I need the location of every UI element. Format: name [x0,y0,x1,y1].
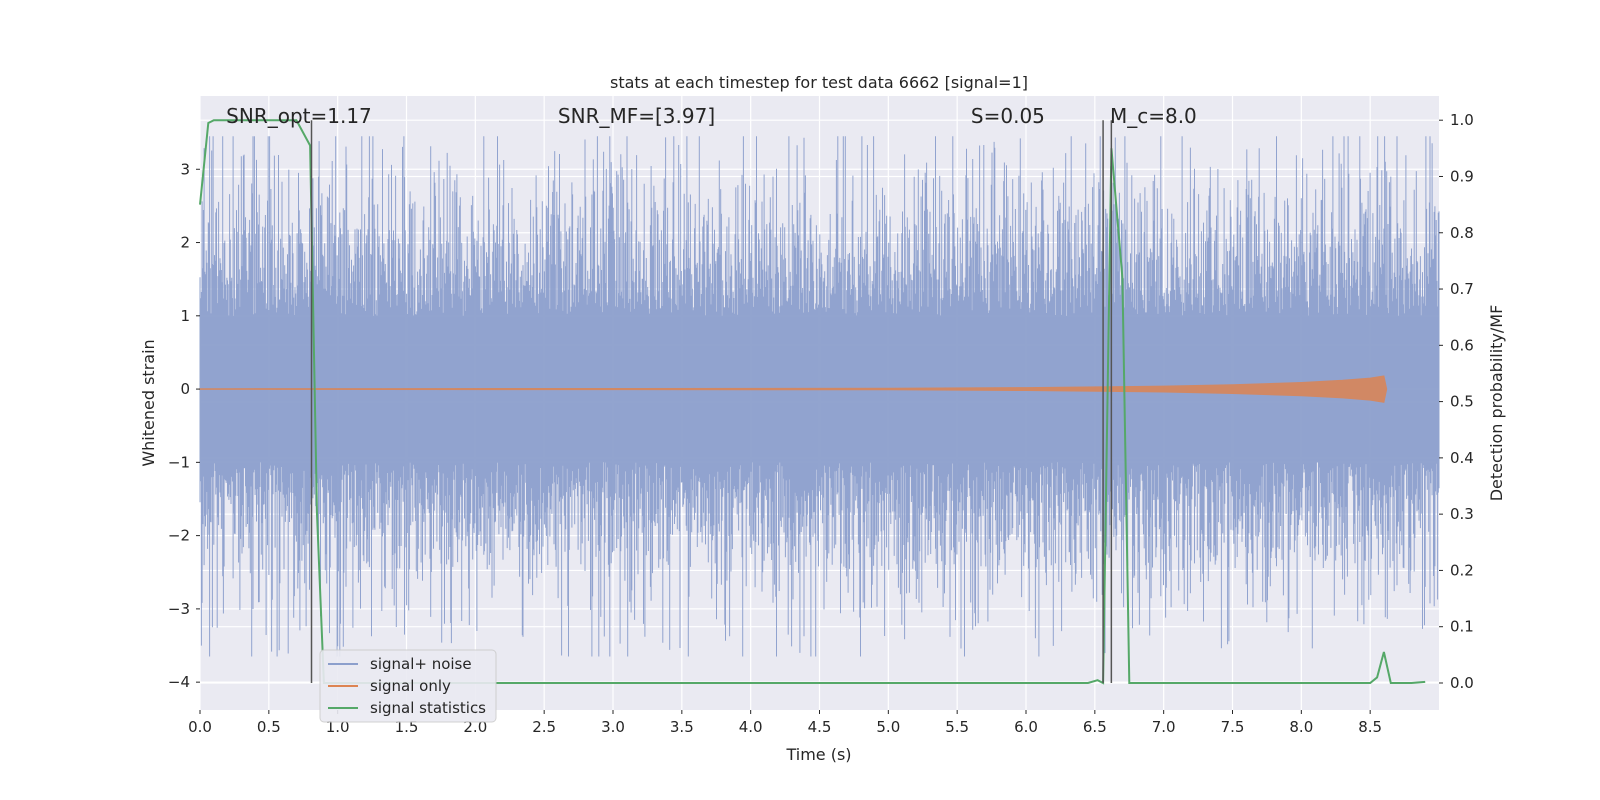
y-tick-label-right: 0.2 [1450,561,1474,579]
signal-chirp [199,375,1388,403]
vertical-markers [310,120,1113,683]
series-signal-statistics [199,119,1426,685]
y-tick-label-right: 0.0 [1450,674,1474,692]
y-tick-label-right: 0.5 [1450,393,1474,411]
y-tick-label: 0 [180,380,190,398]
legend-label: signal only [370,677,451,695]
y-tick-label: −4 [168,673,190,691]
legend: signal+ noise signal only signal statistic… [319,649,497,723]
annotations: SNR_opt=1.17 SNR_MF=[3.97] S=0.05 M_c=8.0 [226,104,1197,128]
x-tick-label: 3.5 [670,718,694,736]
x-tick-label: 3.0 [601,718,625,736]
y-axis-ticks-right: 1.0 0.9 0.8 0.7 0.6 0.5 0.4 0.3 0.2 0.1 0.0 [1439,111,1474,692]
x-tick-label: 4.5 [808,718,832,736]
x-tick-label: 7.5 [1221,718,1245,736]
x-tick-label: 2.5 [532,718,556,736]
y-tick-label-right: 0.8 [1450,224,1474,242]
x-tick-label: 0.0 [188,718,212,736]
y-tick-label-right: 0.1 [1450,618,1474,636]
y-tick-label: 2 [180,234,190,252]
annotation-label: S=0.05 [971,104,1045,128]
y-tick-label: −3 [168,600,190,618]
y-tick-label: 3 [180,160,190,178]
x-tick-label: 6.0 [1014,718,1038,736]
y-axis-ticks-left: 3 2 1 0 −1 −2 −3 −4 [168,160,200,691]
annotation-label: SNR_opt=1.17 [226,104,372,128]
x-tick-label: 4.0 [739,718,763,736]
x-tick-label: 7.0 [1152,718,1176,736]
y-tick-label: −2 [168,527,190,545]
y-tick-label-right: 0.7 [1450,280,1474,298]
y-tick-label-right: 0.4 [1450,449,1474,467]
x-tick-label: 6.5 [1083,718,1107,736]
chart-title: stats at each timestep for test data 666… [610,73,1028,92]
y-tick-label-right: 0.3 [1450,505,1474,523]
series-signal-only [199,375,1388,403]
x-axis-label: Time (s) [785,745,851,764]
y-tick-label: −1 [168,453,190,471]
x-tick-label: 0.5 [257,718,281,736]
x-tick-label: 5.5 [945,718,969,736]
statistics-line [199,119,1426,685]
y-axis-label: Whitened strain [139,339,158,466]
y-tick-label-right: 0.9 [1450,167,1474,185]
legend-label: signal statistics [370,699,486,717]
annotation-label: SNR_MF=[3.97] [558,104,715,128]
x-tick-label: 8.0 [1289,718,1313,736]
y-axis-label-right: Detection probability/MF [1487,305,1506,502]
y-tick-label-right: 0.6 [1450,336,1474,354]
legend-box [319,649,497,723]
y-tick-label: 1 [180,307,190,325]
y-tick-label-right: 1.0 [1450,111,1474,129]
x-tick-label: 5.0 [876,718,900,736]
x-tick-label: 8.5 [1358,718,1382,736]
legend-label: signal+ noise [370,655,472,673]
annotation-label: M_c=8.0 [1110,104,1197,128]
